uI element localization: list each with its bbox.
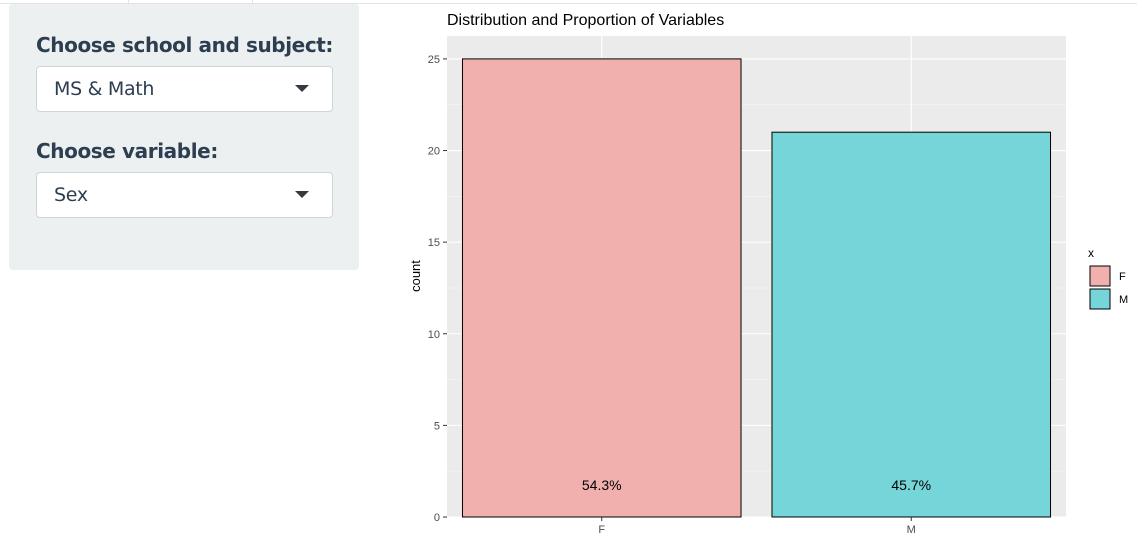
variable-select[interactable]: Sex	[36, 172, 333, 218]
variable-value: Sex	[54, 184, 88, 206]
legend-key-M	[1089, 288, 1111, 310]
school-subject-label: Choose school and subject:	[36, 33, 334, 57]
y-tick-label: 5	[434, 420, 440, 432]
bar-label-F: 54.3%	[582, 477, 622, 493]
bar-F	[461, 58, 742, 518]
legend-key-F	[1089, 265, 1111, 287]
legend-label-M: M	[1119, 294, 1128, 306]
y-axis-title: count	[408, 260, 423, 292]
tab-edge-right	[252, 0, 253, 3]
y-tick-label: 15	[428, 237, 440, 249]
y-axis: 0 5 10 15 20 25	[428, 54, 447, 524]
sidebar-panel: Choose school and subject: MS & Math Cho…	[9, 4, 359, 270]
y-tick-label: 25	[428, 54, 440, 66]
chart-title: Distribution and Proportion of Variables	[447, 12, 724, 29]
legend-title: x	[1088, 246, 1094, 260]
chevron-down-icon	[295, 191, 309, 198]
school-subject-value: MS & Math	[54, 78, 155, 100]
legend: x FM	[1088, 246, 1128, 310]
bar-chart: Distribution and Proportion of Variables…	[408, 12, 1128, 536]
bar-label-M: 45.7%	[891, 477, 931, 493]
bars	[461, 58, 1052, 518]
bar-labels: 54.3% 45.7%	[582, 477, 931, 493]
y-tick-label: 0	[434, 512, 440, 524]
chevron-down-icon	[295, 85, 309, 92]
variable-label: Choose variable:	[36, 139, 218, 163]
top-divider	[0, 3, 1137, 4]
y-tick-label: 20	[428, 146, 440, 158]
tab-edge-left	[128, 0, 129, 3]
school-subject-select[interactable]: MS & Math	[36, 66, 333, 112]
x-tick-label: F	[598, 524, 605, 536]
bar-M	[771, 131, 1052, 518]
x-tick-label: M	[907, 524, 916, 536]
y-tick-label: 10	[428, 329, 440, 341]
legend-label-F: F	[1119, 271, 1126, 283]
